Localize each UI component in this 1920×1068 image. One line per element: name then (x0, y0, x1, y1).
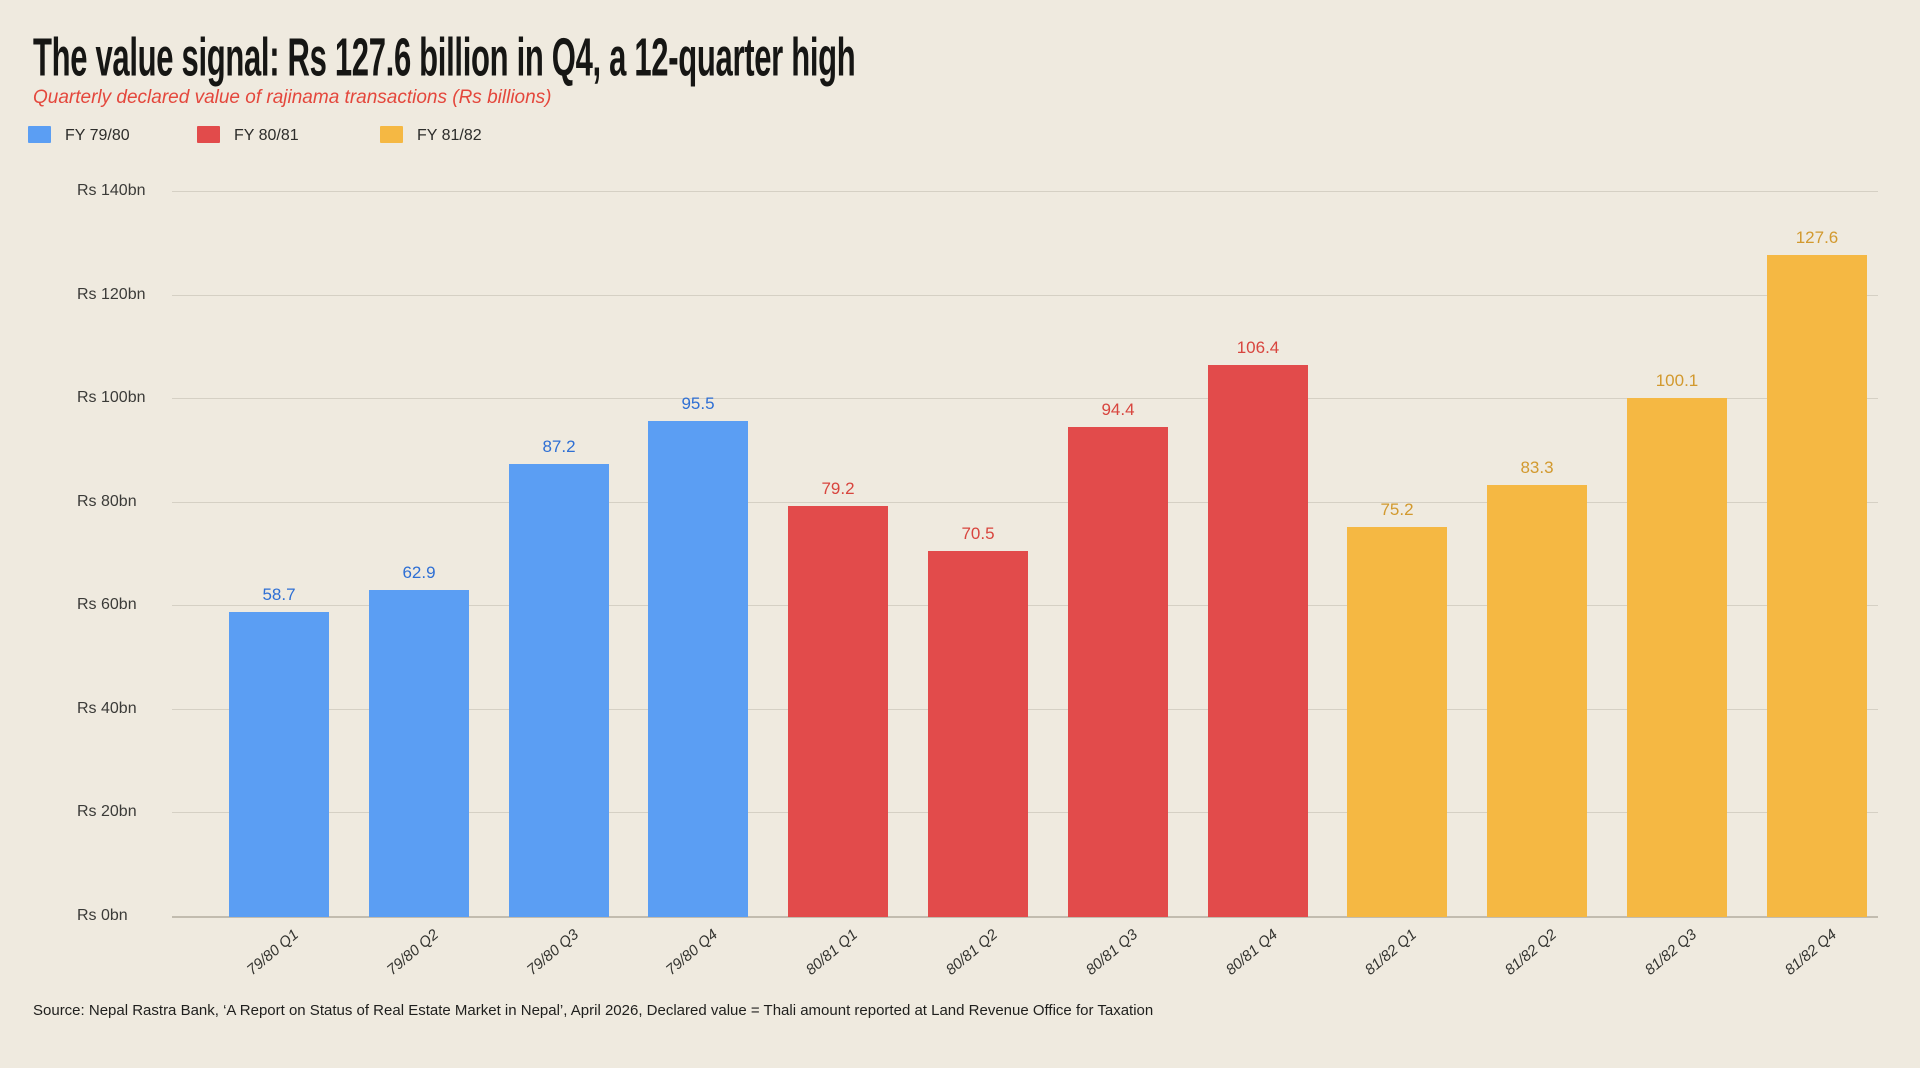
bar-value-label: 70.5 (961, 524, 995, 543)
x-tick-label: 79/80 Q4 (662, 926, 721, 979)
x-tick-label: 79/80 Q2 (383, 926, 442, 979)
bar-value-label: 75.2 (1380, 500, 1414, 519)
bar (509, 464, 609, 917)
bar-value-label: 94.4 (1101, 400, 1135, 419)
x-tick-label: 81/82 Q3 (1641, 926, 1700, 979)
x-tick-label: 80/81 Q3 (1082, 926, 1141, 979)
y-tick-label: Rs 40bn (77, 700, 137, 717)
bar (1208, 365, 1308, 917)
bar (1347, 527, 1447, 917)
bar-value-label: 127.6 (1795, 228, 1839, 247)
x-tick-label: 79/80 Q3 (523, 926, 582, 979)
bar (369, 590, 469, 917)
bar-value-label: 87.2 (542, 437, 576, 456)
x-tick-label: 80/81 Q1 (802, 926, 861, 979)
x-axis-line (172, 916, 1878, 918)
source-note: Source: Nepal Rastra Bank, ‘A Report on … (33, 1002, 1154, 1019)
x-tick-label: 80/81 Q4 (1222, 926, 1281, 979)
legend-label: FY 81/82 (417, 127, 482, 144)
legend-swatch-icon (197, 126, 220, 143)
bar (788, 506, 888, 917)
bar-value-label: 95.5 (681, 394, 715, 413)
y-tick-label: Rs 120bn (77, 286, 146, 303)
y-tick-label: Rs 140bn (77, 182, 146, 199)
bar (1767, 255, 1867, 917)
bar (1487, 485, 1587, 917)
gridline (172, 502, 1878, 503)
gridline (172, 398, 1878, 399)
bar-value-label: 83.3 (1520, 458, 1554, 477)
gridline (172, 295, 1878, 296)
x-tick-label: 79/80 Q1 (243, 926, 302, 979)
y-tick-label: Rs 60bn (77, 596, 137, 613)
bar (928, 551, 1028, 917)
x-tick-label: 81/82 Q4 (1781, 926, 1840, 979)
bar (1627, 398, 1727, 917)
legend-swatch-icon (28, 126, 51, 143)
x-tick-label: 80/81 Q2 (942, 926, 1001, 979)
legend-label: FY 80/81 (234, 127, 299, 144)
bar-value-label: 62.9 (402, 563, 436, 582)
y-tick-label: Rs 20bn (77, 803, 137, 820)
legend-swatch-icon (380, 126, 403, 143)
bar-value-label: 79.2 (821, 479, 855, 498)
legend-label: FY 79/80 (65, 127, 130, 144)
y-tick-label: Rs 0bn (77, 907, 128, 924)
y-tick-label: Rs 80bn (77, 493, 137, 510)
bar (229, 612, 329, 917)
bar (1068, 427, 1168, 917)
bar (648, 421, 748, 917)
y-tick-label: Rs 100bn (77, 389, 146, 406)
x-tick-label: 81/82 Q1 (1361, 926, 1420, 979)
bar-value-label: 58.7 (262, 585, 296, 604)
bar-value-label: 100.1 (1655, 371, 1699, 390)
bar-value-label: 106.4 (1236, 338, 1280, 357)
x-tick-label: 81/82 Q2 (1501, 926, 1560, 979)
page-subtitle: Quarterly declared value of rajinama tra… (33, 87, 552, 108)
page-title: The value signal: Rs 127.6 billion in Q4… (33, 27, 856, 88)
gridline (172, 191, 1878, 192)
